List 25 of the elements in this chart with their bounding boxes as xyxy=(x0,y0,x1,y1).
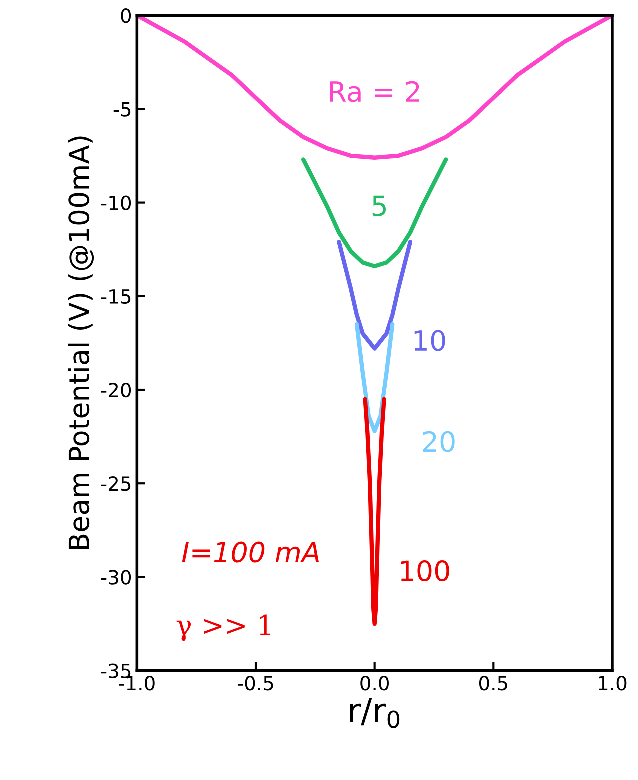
x-axis-title: r/r$_{0}$ xyxy=(350,698,400,728)
y-tick-label: 0 xyxy=(121,8,132,24)
annotation: I=100 mA xyxy=(182,542,320,563)
x-tick-label: 0.0 xyxy=(360,676,389,691)
y-axis-title: Beam Potential (V) (@100mA) xyxy=(68,136,94,550)
line-series xyxy=(363,397,386,626)
series-label: Ra = 2 xyxy=(330,81,420,102)
x-tick-label: -1.0 xyxy=(119,676,155,691)
y-tick-label: -5 xyxy=(114,102,131,117)
x-tick-label: -0.5 xyxy=(238,676,274,691)
y-tick-label: -20 xyxy=(102,382,132,398)
y-tick-label: -25 xyxy=(102,476,131,492)
y-tick-label: -30 xyxy=(102,570,132,585)
series-label: 10 xyxy=(414,330,446,352)
y-tick-label: -10 xyxy=(102,196,132,210)
x-tick-label: 1.0 xyxy=(599,676,627,691)
line-series xyxy=(301,158,448,269)
series-label: 20 xyxy=(423,431,455,452)
series-label: 100 xyxy=(401,560,450,582)
line-series xyxy=(337,240,413,351)
x-tick-label: 0.5 xyxy=(479,676,508,691)
annotation: γ >> 1 xyxy=(176,614,270,642)
y-tick-label: -15 xyxy=(102,290,131,304)
y-tick-label: -35 xyxy=(102,664,131,678)
series-label: 5 xyxy=(372,196,386,216)
